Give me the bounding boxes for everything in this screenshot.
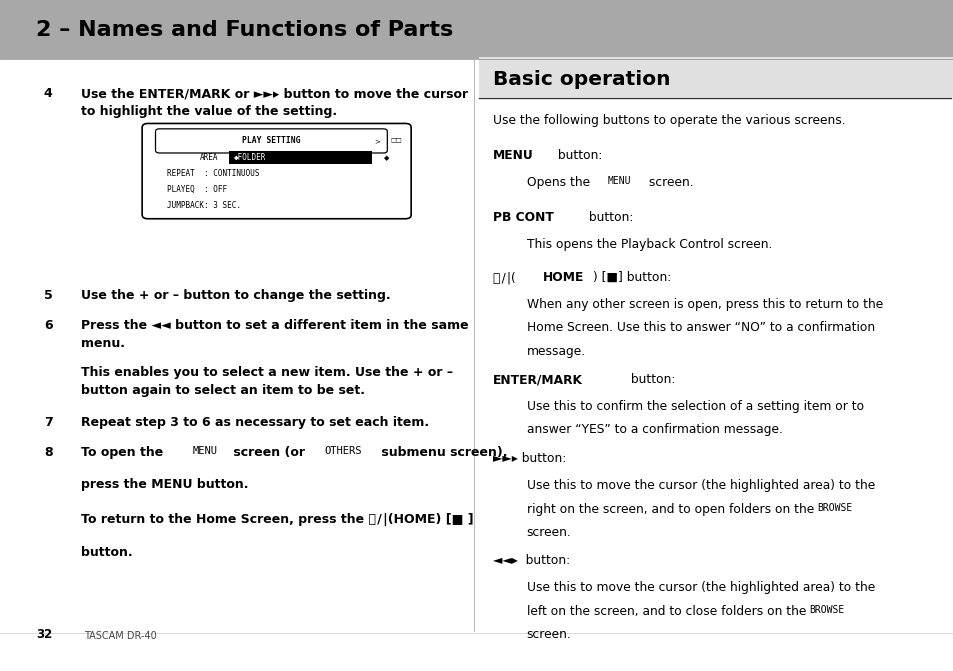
Text: PLAY SETTING: PLAY SETTING xyxy=(242,136,300,146)
Text: Repeat step 3 to 6 as necessary to set each item.: Repeat step 3 to 6 as necessary to set e… xyxy=(81,416,429,429)
Text: To return to the Home Screen, press the ⌖ / |(HOME) [■ ]: To return to the Home Screen, press the … xyxy=(81,513,474,526)
Text: button:: button: xyxy=(554,149,602,162)
Text: >: > xyxy=(374,138,379,144)
Text: This enables you to select a new item. Use the + or –
button again to select an : This enables you to select a new item. U… xyxy=(81,366,453,397)
Text: Use this to move the cursor (the highlighted area) to the: Use this to move the cursor (the highlig… xyxy=(526,581,874,594)
Text: TASCAM DR-40: TASCAM DR-40 xyxy=(84,631,156,641)
Text: press the MENU button.: press the MENU button. xyxy=(81,478,249,491)
Text: OTHERS: OTHERS xyxy=(324,446,361,456)
Text: ◆FOLDER: ◆FOLDER xyxy=(233,153,266,162)
Text: MENU: MENU xyxy=(607,176,631,186)
Text: MENU: MENU xyxy=(493,149,534,162)
FancyBboxPatch shape xyxy=(142,123,411,219)
Text: BROWSE: BROWSE xyxy=(808,605,843,615)
Text: □□: □□ xyxy=(390,138,401,144)
Text: ►►▸ button:: ►►▸ button: xyxy=(493,452,566,465)
Text: answer “YES” to a confirmation message.: answer “YES” to a confirmation message. xyxy=(526,423,781,436)
Text: 6: 6 xyxy=(44,319,52,331)
Text: REPEAT  : CONTINUOUS: REPEAT : CONTINUOUS xyxy=(167,169,259,178)
Bar xyxy=(229,151,372,164)
FancyBboxPatch shape xyxy=(155,129,387,153)
Text: Use the ENTER/MARK or ►►▸ button to move the cursor
to highlight the value of th: Use the ENTER/MARK or ►►▸ button to move… xyxy=(81,87,468,118)
Bar xyxy=(0,0,953,59)
Text: When any other screen is open, press this to return to the: When any other screen is open, press thi… xyxy=(526,298,882,311)
Text: 32: 32 xyxy=(36,628,52,641)
Text: 7: 7 xyxy=(44,416,52,429)
Text: ⏻ / |(: ⏻ / |( xyxy=(493,271,516,284)
Text: PB CONT: PB CONT xyxy=(493,211,554,223)
Text: screen (or: screen (or xyxy=(229,446,309,459)
Text: To open the: To open the xyxy=(81,446,168,459)
Text: AREA: AREA xyxy=(200,153,218,162)
Text: Use this to move the cursor (the highlighted area) to the: Use this to move the cursor (the highlig… xyxy=(526,479,874,492)
Text: left on the screen, and to close folders on the: left on the screen, and to close folders… xyxy=(526,605,809,617)
Text: screen.: screen. xyxy=(526,628,571,641)
Text: Use the following buttons to operate the various screens.: Use the following buttons to operate the… xyxy=(493,114,845,127)
Text: BROWSE: BROWSE xyxy=(817,503,852,513)
Text: message.: message. xyxy=(526,345,585,358)
Bar xyxy=(478,57,953,97)
Text: ◆: ◆ xyxy=(384,155,390,160)
Text: 8: 8 xyxy=(44,446,52,459)
Text: Home Screen. Use this to answer “NO” to a confirmation: Home Screen. Use this to answer “NO” to … xyxy=(526,321,874,334)
Text: Basic operation: Basic operation xyxy=(493,70,670,89)
Text: Use this to confirm the selection of a setting item or to: Use this to confirm the selection of a s… xyxy=(526,400,862,413)
Text: HOME: HOME xyxy=(542,271,583,284)
Text: ) [■] button:: ) [■] button: xyxy=(593,271,671,284)
Text: JUMPBACK: 3 SEC.: JUMPBACK: 3 SEC. xyxy=(167,201,241,211)
Text: button:: button: xyxy=(584,211,633,223)
Text: button:: button: xyxy=(626,373,675,386)
Text: right on the screen, and to open folders on the: right on the screen, and to open folders… xyxy=(526,503,817,515)
Text: 2 – Names and Functions of Parts: 2 – Names and Functions of Parts xyxy=(36,19,453,40)
Text: This opens the Playback Control screen.: This opens the Playback Control screen. xyxy=(526,238,771,250)
Text: MENU: MENU xyxy=(193,446,217,456)
Text: 5: 5 xyxy=(44,289,52,301)
Text: ENTER/MARK: ENTER/MARK xyxy=(493,373,582,386)
Text: PLAYEQ  : OFF: PLAYEQ : OFF xyxy=(167,185,227,195)
Text: Press the ◄◄ button to set a different item in the same
menu.: Press the ◄◄ button to set a different i… xyxy=(81,319,468,350)
Text: screen.: screen. xyxy=(526,526,571,539)
Text: screen.: screen. xyxy=(644,176,693,189)
Text: ◄◄▸  button:: ◄◄▸ button: xyxy=(493,554,570,567)
Text: button.: button. xyxy=(81,546,132,558)
Text: Use the + or – button to change the setting.: Use the + or – button to change the sett… xyxy=(81,289,391,301)
Text: Opens the: Opens the xyxy=(526,176,593,189)
Text: submenu screen),: submenu screen), xyxy=(376,446,507,459)
Text: 4: 4 xyxy=(44,87,52,100)
